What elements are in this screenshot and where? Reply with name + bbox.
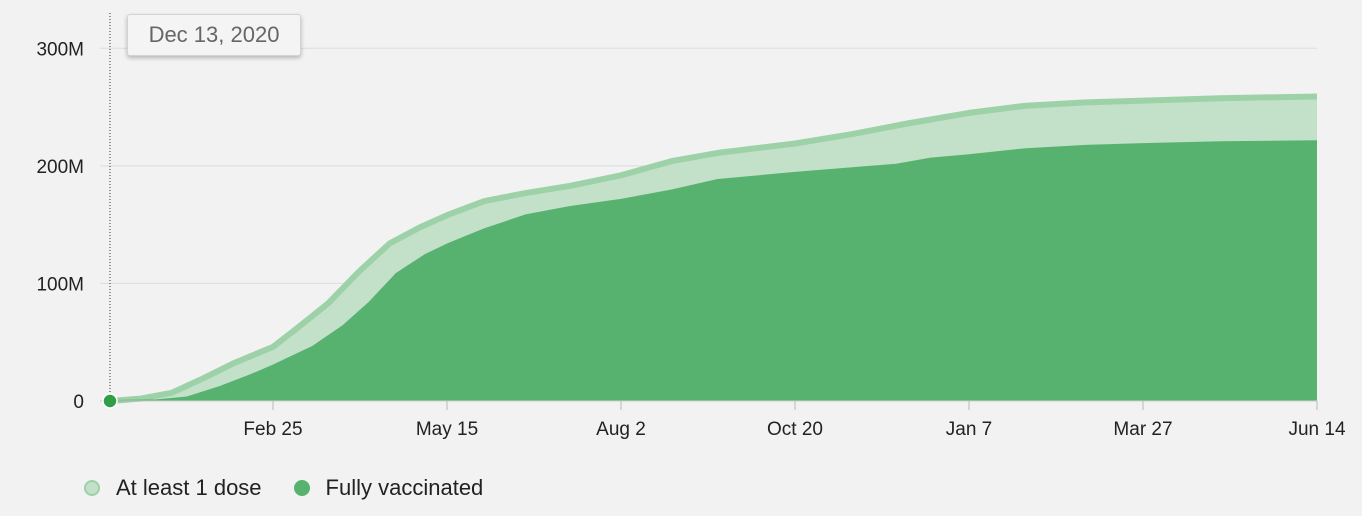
chart-legend: At least 1 dose Fully vaccinated — [84, 474, 515, 502]
legend-swatch-at-least-one-dose — [84, 480, 100, 496]
chart-plot[interactable]: 0 100M 200M 300M Feb 25 May 15 Aug 2 Oct 20 Jan … — [0, 0, 1362, 470]
x-tick-label: Aug 2 — [596, 419, 646, 440]
x-tick-label: Jun 14 — [1288, 419, 1345, 440]
y-tick-label: 100M — [36, 274, 84, 295]
legend-item-fully-vaccinated[interactable]: Fully vaccinated — [293, 475, 484, 501]
x-tick-label: Jan 7 — [946, 419, 992, 440]
y-tick-label: 200M — [36, 157, 84, 178]
y-tick-label: 300M — [36, 39, 84, 60]
hover-point — [102, 393, 118, 409]
series-line-at-least-1-dose — [109, 93, 1318, 404]
series-line-fully-vaccinated — [109, 140, 1318, 402]
area-fully-vaccinated — [110, 141, 1317, 401]
legend-item-at-least-one-dose[interactable]: At least 1 dose — [84, 475, 262, 501]
legend-label-at-least-one-dose: At least 1 dose — [116, 475, 262, 500]
legend-label-fully-vaccinated: Fully vaccinated — [325, 475, 484, 500]
x-tick-label: Oct 20 — [767, 419, 823, 440]
x-tick-label: May 15 — [416, 419, 478, 440]
x-tick-label: Feb 25 — [243, 419, 302, 440]
x-tick-label: Mar 27 — [1113, 419, 1172, 440]
legend-swatch-fully-vaccinated — [293, 480, 310, 496]
y-tick-label: 0 — [73, 392, 84, 413]
hover-tooltip: Dec 13, 2020 — [127, 14, 301, 56]
tooltip-date: Dec 13, 2020 — [148, 22, 280, 47]
